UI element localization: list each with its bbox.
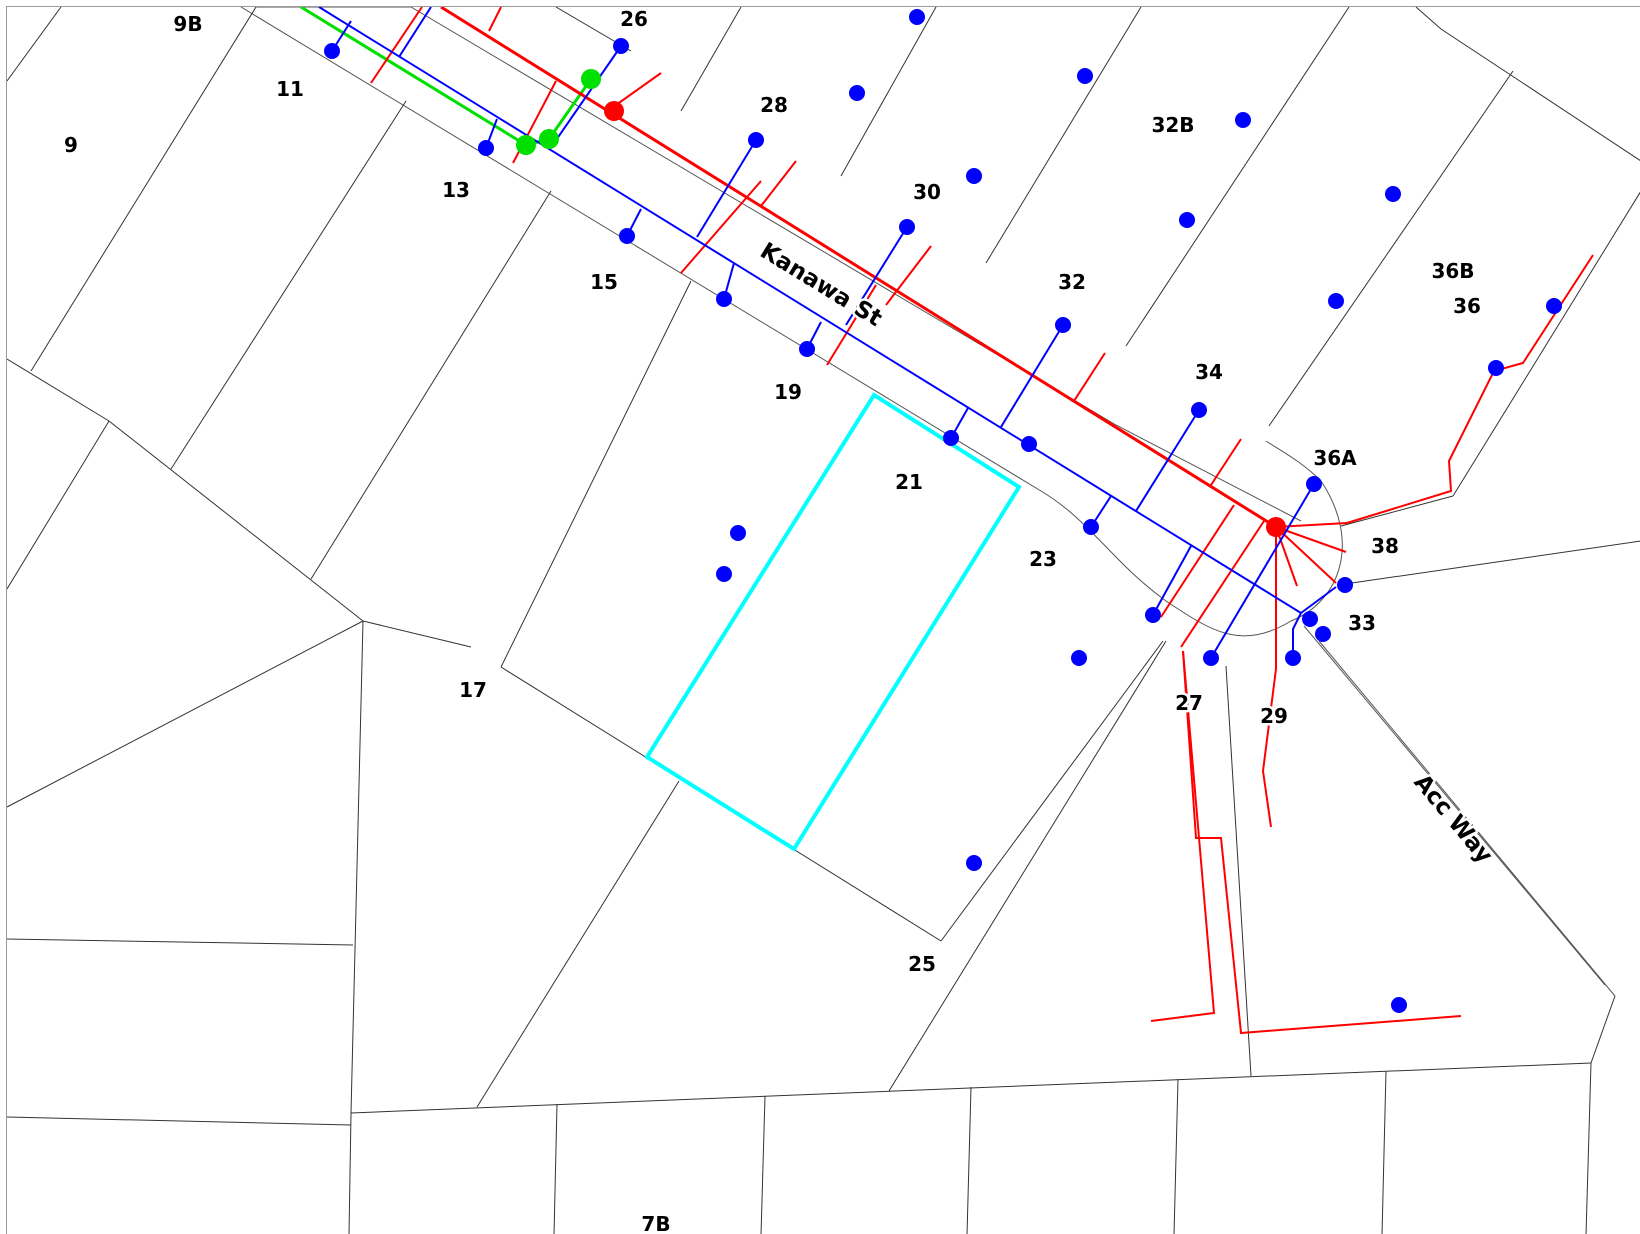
lot-label-26: 26 <box>620 7 648 31</box>
water-meter[interactable] <box>799 341 815 357</box>
lot-label-32b: 32B <box>1151 113 1194 137</box>
lot-label-7b: 7B <box>641 1212 670 1234</box>
water-meter[interactable] <box>966 855 982 871</box>
lot-label-29: 29 <box>1260 704 1288 728</box>
water-meter[interactable] <box>1285 650 1301 666</box>
water-meter[interactable] <box>966 168 982 184</box>
road-edge-north <box>256 7 1302 522</box>
lot-label-34: 34 <box>1195 360 1223 384</box>
water-meter[interactable] <box>478 140 494 156</box>
water-meter[interactable] <box>849 85 865 101</box>
street-label-accway: Acc Way <box>1409 769 1498 868</box>
water-meter[interactable] <box>1306 476 1322 492</box>
lot-label-9: 9 <box>64 133 78 157</box>
water-meter[interactable] <box>1077 68 1093 84</box>
lot-label-27: 27 <box>1175 691 1203 715</box>
lot-label-23: 23 <box>1029 547 1057 571</box>
water-meter[interactable] <box>730 525 746 541</box>
water-meter[interactable] <box>1203 650 1219 666</box>
lot-label-36a: 36A <box>1313 446 1357 470</box>
stormwater-pit[interactable] <box>516 135 536 155</box>
wastewater-manhole[interactable] <box>1266 517 1286 537</box>
lot-label-38: 38 <box>1371 534 1399 558</box>
water-meter[interactable] <box>748 132 764 148</box>
access-way-edge-east <box>1318 640 1616 997</box>
water-meter[interactable] <box>1546 298 1562 314</box>
water-meter[interactable] <box>1315 626 1331 642</box>
water-meter[interactable] <box>1488 360 1504 376</box>
map-view[interactable]: 9B 9 11 13 15 17 19 21 23 25 26 27 28 29… <box>6 6 1640 1234</box>
water-meter[interactable] <box>619 228 635 244</box>
lot-label-28: 28 <box>760 93 788 117</box>
water-meter[interactable] <box>613 38 629 54</box>
lot-labels: 9B 9 11 13 15 17 19 21 23 25 26 27 28 29… <box>62 7 1484 1234</box>
wastewater-network <box>370 7 1594 1035</box>
water-meter[interactable] <box>1235 112 1251 128</box>
lot-label-36: 36 <box>1453 294 1481 318</box>
water-meter[interactable] <box>1391 997 1407 1013</box>
water-meter[interactable] <box>324 43 340 59</box>
lot-label-33: 33 <box>1348 611 1376 635</box>
water-meter[interactable] <box>1071 650 1087 666</box>
water-meter[interactable] <box>899 219 915 235</box>
water-meter[interactable] <box>1021 436 1037 452</box>
water-meter[interactable] <box>1191 402 1207 418</box>
lot-label-30: 30 <box>913 180 941 204</box>
water-meters <box>324 9 1562 1013</box>
water-network <box>318 7 1337 659</box>
water-meter[interactable] <box>1083 519 1099 535</box>
parcel-boundaries <box>7 7 1640 1234</box>
lot-label-15: 15 <box>590 270 618 294</box>
lot-label-9b: 9B <box>173 12 202 36</box>
lot-label-21: 21 <box>895 470 923 494</box>
water-meter[interactable] <box>909 9 925 25</box>
lot-label-32: 32 <box>1058 270 1086 294</box>
water-meter[interactable] <box>1302 611 1318 627</box>
lot-label-11: 11 <box>276 77 304 101</box>
map-canvas[interactable]: 9B 9 11 13 15 17 19 21 23 25 26 27 28 29… <box>7 7 1640 1234</box>
water-meter[interactable] <box>1337 577 1353 593</box>
water-meter[interactable] <box>1328 293 1344 309</box>
water-meter[interactable] <box>943 430 959 446</box>
stormwater-points <box>516 69 601 155</box>
lot-label-19: 19 <box>774 380 802 404</box>
lot-label-13: 13 <box>442 178 470 202</box>
water-meter[interactable] <box>1179 212 1195 228</box>
wastewater-manholes <box>604 101 1286 537</box>
water-meter[interactable] <box>1385 186 1401 202</box>
lot-label-17: 17 <box>459 678 487 702</box>
stormwater-pit[interactable] <box>539 129 559 149</box>
lot-label-25: 25 <box>908 952 936 976</box>
water-meter[interactable] <box>1145 607 1161 623</box>
stormwater-pit[interactable] <box>581 69 601 89</box>
water-meter[interactable] <box>716 566 732 582</box>
lot-label-36b: 36B <box>1431 259 1474 283</box>
selected-parcel-21[interactable] <box>644 392 1022 852</box>
access-way-edge-west <box>1303 625 1606 986</box>
water-meter[interactable] <box>1055 317 1071 333</box>
wastewater-manhole[interactable] <box>604 101 624 121</box>
water-meter[interactable] <box>716 291 732 307</box>
